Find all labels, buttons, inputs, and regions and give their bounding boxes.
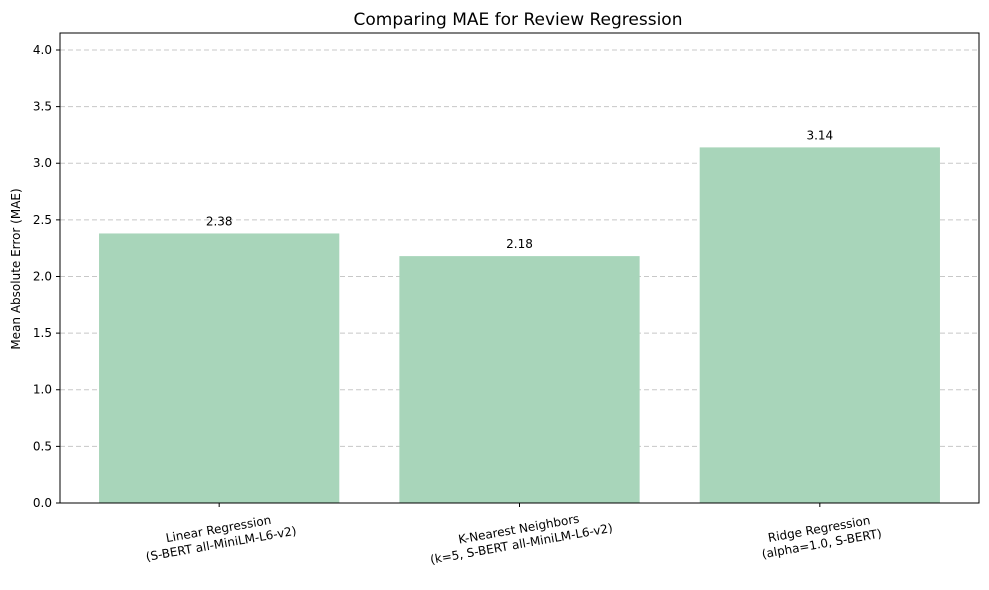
data-label: 2.18 [506,237,533,251]
y-tick-label: 0.5 [33,439,52,453]
y-tick-label: 3.5 [33,100,52,114]
y-tick-label: 1.0 [33,383,52,397]
data-label: 3.14 [806,128,833,142]
x-tick-label: Linear Regression(S-BERT all-MiniLM-L6-v… [145,513,298,564]
bar [399,256,640,503]
y-tick-label: 4.0 [33,43,52,57]
data-label: 2.38 [206,214,233,228]
y-tick-label: 0.0 [33,496,52,510]
bar [699,147,940,503]
bar [99,233,340,503]
y-tick-label: 1.5 [33,326,52,340]
data-labels: 2.38 2.18 3.14 [206,128,833,251]
x-tick-label: Ridge Regression(alpha=1.0, S-BERT) [761,513,883,561]
plot-frame [59,32,980,504]
chart-title: Comparing MAE for Review Regression [354,10,683,30]
y-axis-title: Mean Absolute Error (MAE) [9,188,23,349]
y-tick-label: 2.0 [33,269,52,283]
y-tick-label: 3.0 [33,156,52,170]
bars [99,147,940,503]
y-axis-ticks: 0.0 0.5 1.0 1.5 2.0 2.5 3.0 3.5 4.0 [33,43,60,510]
x-axis-ticks: Linear Regression(S-BERT all-MiniLM-L6-v… [145,503,883,567]
x-tick-label: K-Nearest Neighbors(k=5, S-BERT all-Mini… [429,512,614,567]
y-tick-label: 2.5 [33,213,52,227]
